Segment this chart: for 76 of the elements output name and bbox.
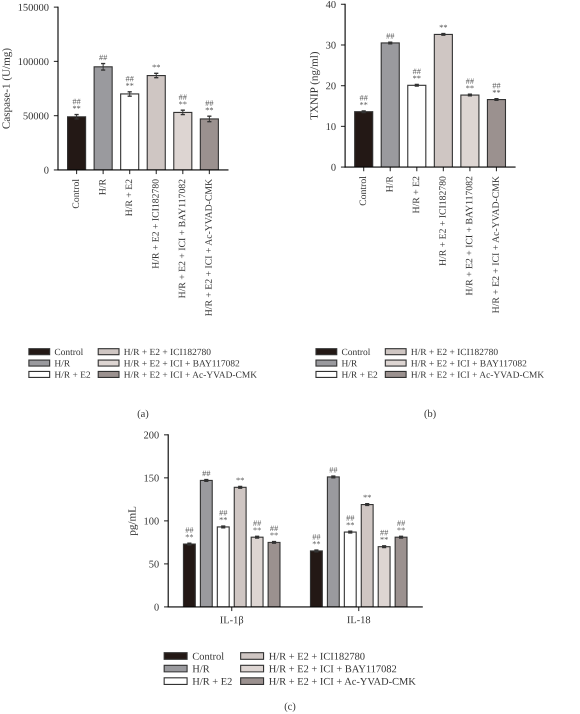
legend-label: H/R + E2 + ICI + Ac-YVAD-CMK xyxy=(411,372,544,378)
data-label: ## ** xyxy=(466,78,474,88)
y-tick-label: 0 xyxy=(154,604,159,611)
data-label: ## ** xyxy=(205,100,214,110)
data-label: ## ** xyxy=(397,520,406,530)
data-label: ## xyxy=(202,470,210,476)
data-label: ** xyxy=(363,494,371,498)
data-label: ## ** xyxy=(253,520,262,530)
data-label: ** xyxy=(440,24,448,28)
data-label: ## ** xyxy=(412,68,421,79)
text: (b) xyxy=(424,410,436,420)
data-label: ## ** xyxy=(178,94,187,104)
legend-label: H/R + E2 + ICI182780 xyxy=(269,652,365,660)
legend-label: Control xyxy=(192,652,224,660)
data-label: ** xyxy=(152,64,160,68)
data-label: ## ** xyxy=(380,530,388,540)
x-tick-label: H/R + E2 xyxy=(126,179,132,216)
data-label: ## ** xyxy=(219,510,228,520)
x-tick-label: H/R xyxy=(99,178,106,195)
x-tick-label: H/R xyxy=(386,176,393,192)
y-tick-label: 200 xyxy=(144,432,159,439)
x-tick-label: H/R + E2 + ICI182780 xyxy=(152,179,159,268)
y-axis-title: Caspase-1 (U/mg) xyxy=(2,48,12,129)
y-tick-label: 10 xyxy=(326,123,336,130)
x-tick-label: Control xyxy=(72,179,80,208)
y-tick-label: 100000 xyxy=(18,58,49,66)
legend-label: H/R xyxy=(54,360,70,367)
legend-label: Control xyxy=(54,348,84,356)
legend-label: H/R + E2 + ICI182780 xyxy=(124,348,211,356)
legend-label: H/R xyxy=(192,665,210,672)
y-tick-label: 50000 xyxy=(24,112,49,120)
x-tick-label: H/R + E2 xyxy=(412,176,420,214)
legend-label: H/R + E2 + ICI + Ac-YVAD-CMK xyxy=(124,372,257,378)
y-tick-label: 20 xyxy=(326,82,336,90)
data-label: ## ** xyxy=(72,98,81,109)
legend-label: H/R + E2 + ICI + Ac-YVAD-CMK xyxy=(269,678,416,685)
legend-label: H/R + E2 xyxy=(54,372,90,378)
data-label: ## ** xyxy=(312,534,320,544)
x-tick-label: IL-18 xyxy=(347,616,370,624)
data-label: ## ** xyxy=(360,95,368,106)
legend-label: H/R + E2 + ICI182780 xyxy=(411,348,498,356)
data-label: ## xyxy=(99,54,108,60)
legend-label: H/R + E2 + ICI + BAY117082 xyxy=(124,360,240,367)
legend-label: Control xyxy=(342,348,370,356)
text: (c) xyxy=(284,702,296,712)
y-tick-label: 30 xyxy=(326,42,336,49)
data-label: ## xyxy=(386,33,394,39)
legend-label: H/R + E2 + ICI + BAY117082 xyxy=(411,360,526,367)
x-tick-label: H/R + E2 + ICI + BAY117082 xyxy=(178,179,186,298)
y-tick-label: 150000 xyxy=(18,4,49,11)
data-label: ## ** xyxy=(492,82,500,93)
y-axis-title: pg/mL xyxy=(128,506,138,536)
data-label: ## ** xyxy=(185,527,194,538)
data-label: ## ** xyxy=(270,526,278,536)
y-tick-label: 100 xyxy=(144,518,159,525)
legend-label: H/R xyxy=(342,360,358,367)
legend-label: H/R + E2 + ICI + BAY117082 xyxy=(269,665,396,672)
x-tick-label: H/R + E2 + ICI + BAY117082 xyxy=(466,176,472,296)
data-label: ## xyxy=(329,467,338,473)
y-axis-title: TXNIP (ng/ml) xyxy=(310,52,320,120)
x-tick-label: IL-1β xyxy=(220,616,244,626)
y-tick-label: 50 xyxy=(149,560,159,568)
y-tick-label: 0 xyxy=(331,164,336,171)
text: (a) xyxy=(138,410,148,420)
legend-label: H/R + E2 xyxy=(192,678,232,685)
data-label: ** xyxy=(236,477,244,481)
y-tick-label: 40 xyxy=(326,0,336,8)
x-tick-label: H/R + E2 + ICI182780 xyxy=(439,176,446,266)
x-tick-label: Control xyxy=(359,176,366,206)
y-tick-label: 150 xyxy=(144,474,159,482)
x-tick-label: H/R + E2 + ICI + Ac-YVAD-CMK xyxy=(205,179,212,316)
legend-label: H/R + E2 xyxy=(342,372,378,378)
x-tick-label: H/R + E2 + ICI + Ac-YVAD-CMK xyxy=(492,176,499,314)
data-label: ## ** xyxy=(126,76,134,86)
data-label: ## ** xyxy=(346,515,354,526)
y-tick-label: 0 xyxy=(44,166,49,174)
